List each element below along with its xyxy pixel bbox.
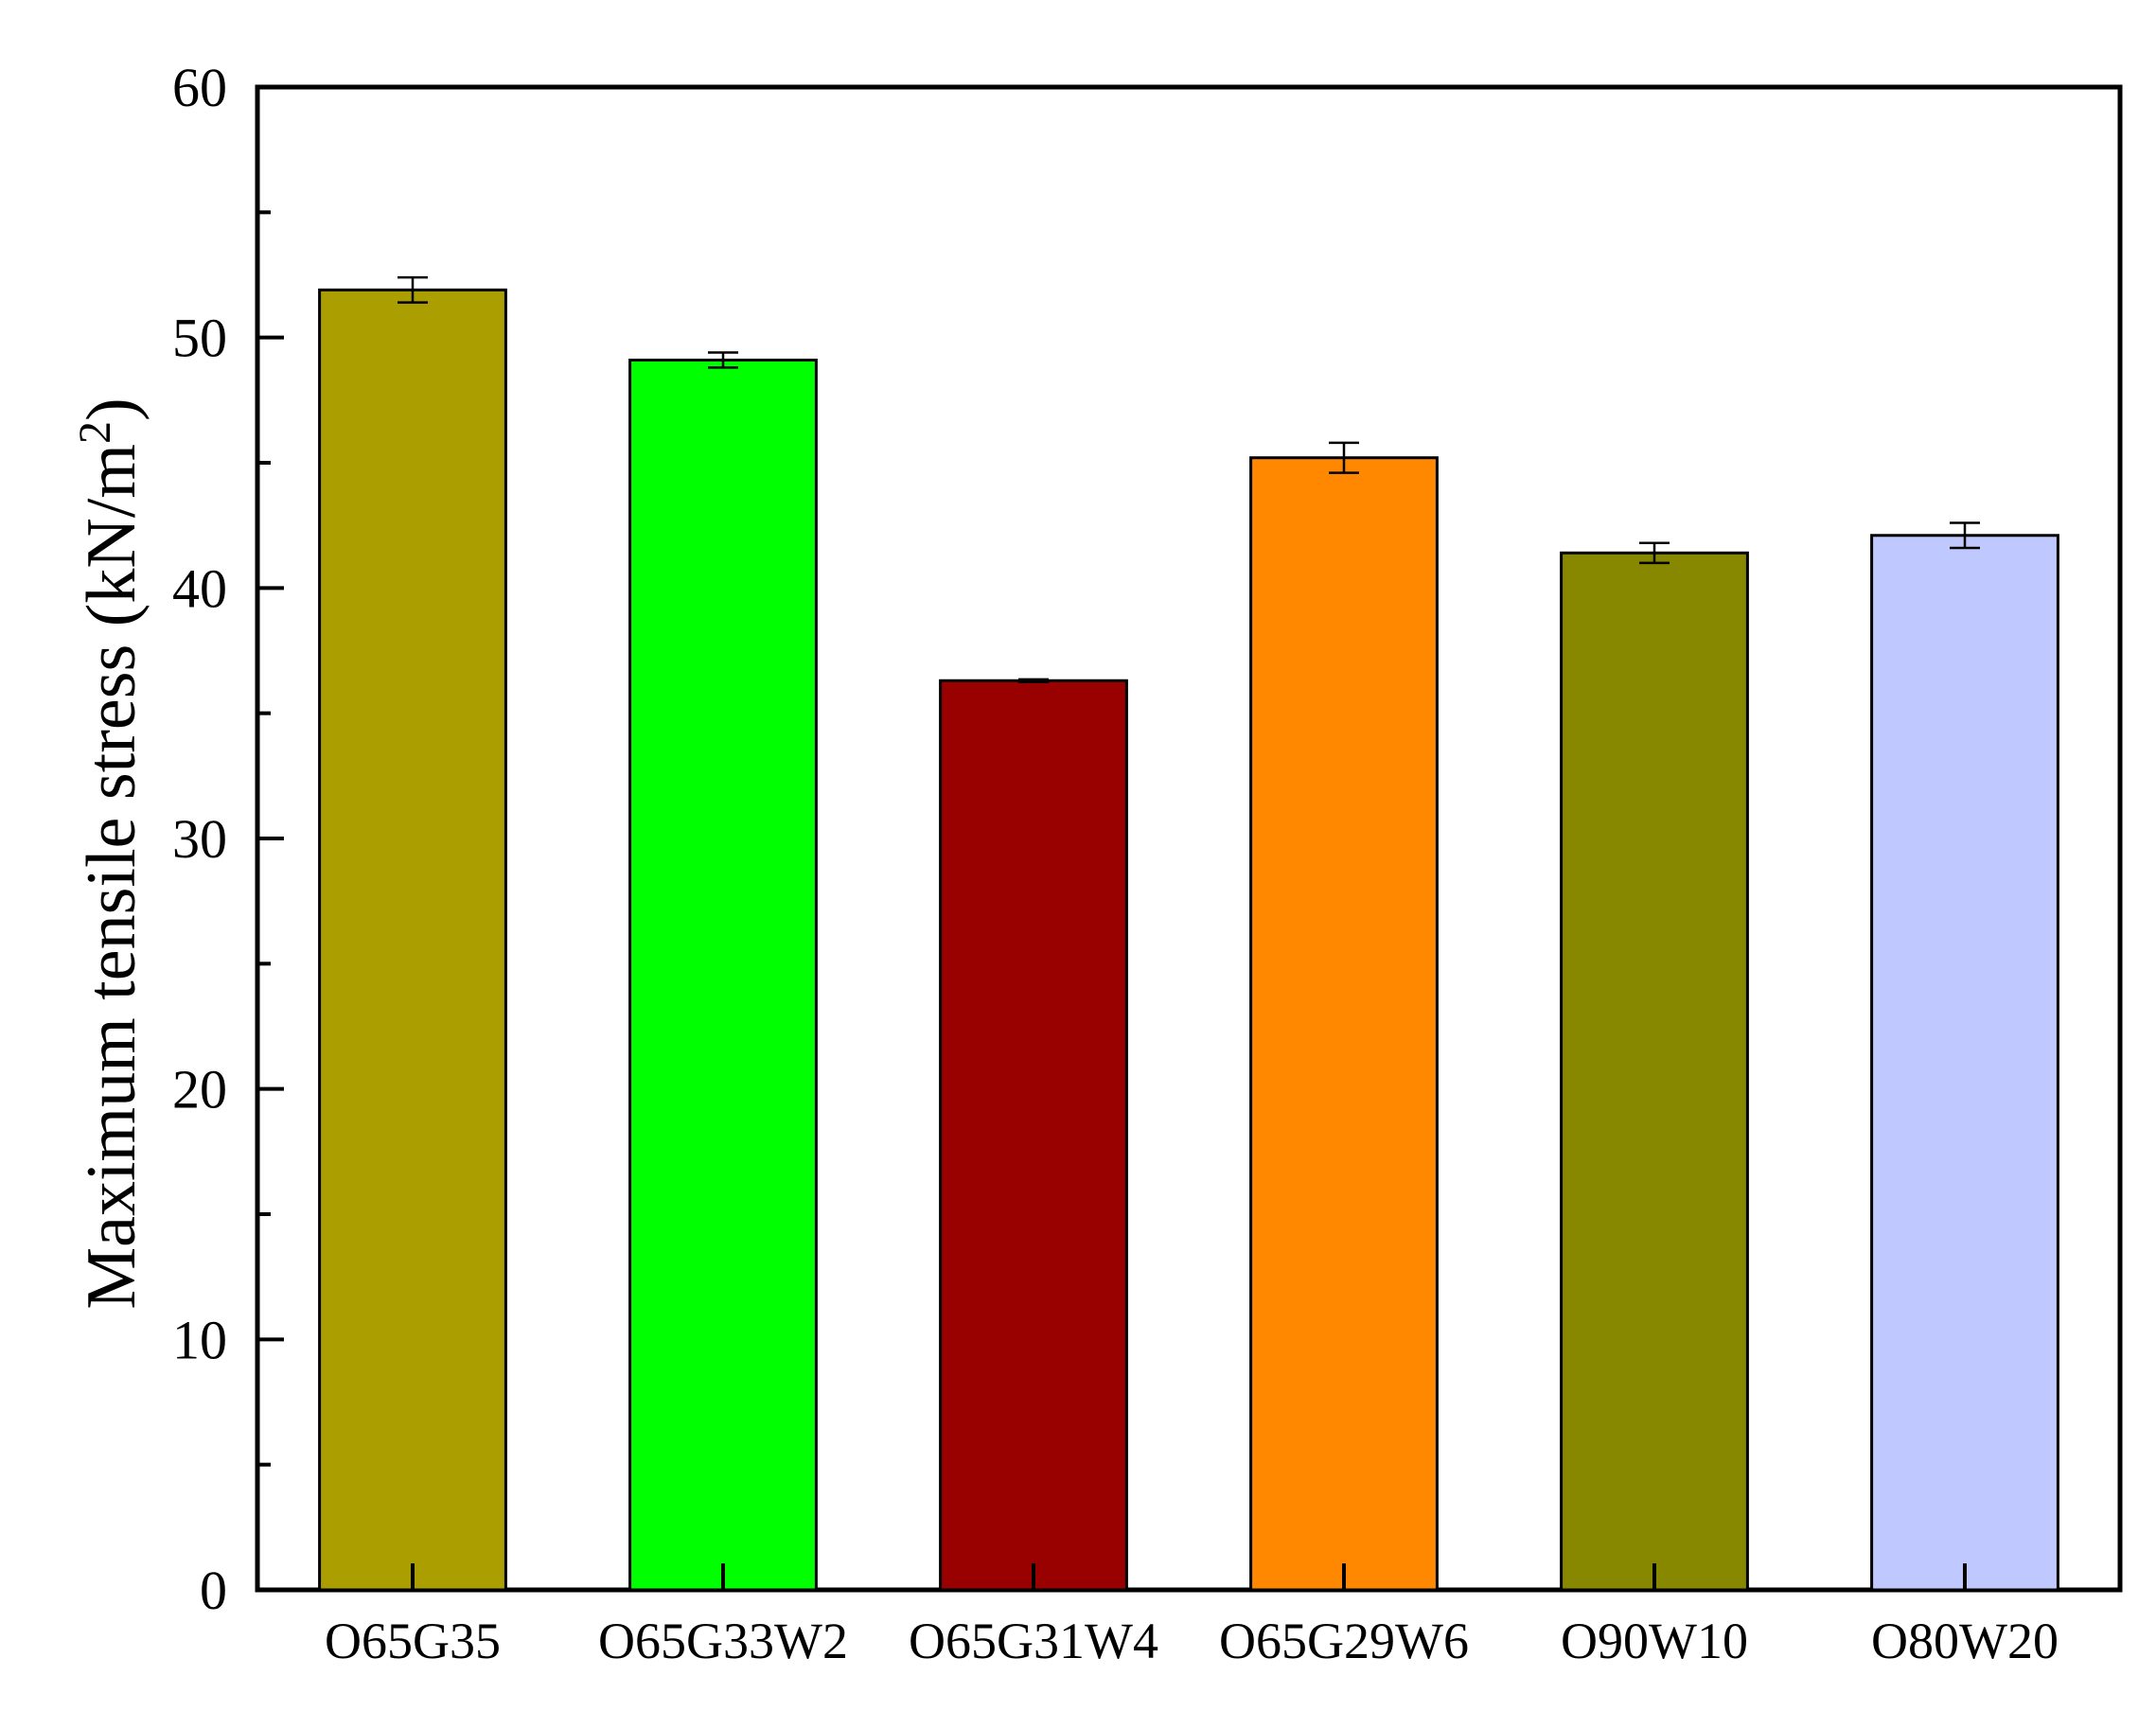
bar-O65G33W2 bbox=[628, 358, 818, 1592]
y-tick-label-40: 40 bbox=[172, 557, 227, 619]
bar-O65G31W4 bbox=[939, 679, 1128, 1592]
bar-O65G35 bbox=[318, 288, 507, 1592]
y-tick-label-10: 10 bbox=[172, 1309, 227, 1370]
error-bar-O65G33W2 bbox=[708, 351, 738, 369]
y-axis-title-superscript: 2 bbox=[70, 421, 120, 444]
bar-O80W20 bbox=[1870, 534, 2059, 1592]
bars bbox=[318, 288, 2059, 1592]
y-axis-title: Maximum tensile stress (kN/m2) bbox=[70, 397, 150, 1309]
y-tick-label-60: 60 bbox=[172, 57, 227, 118]
x-tick-label-O65G35: O65G35 bbox=[325, 1613, 501, 1669]
y-tick-label-50: 50 bbox=[172, 308, 227, 369]
y-axis-title-close: ) bbox=[73, 397, 150, 421]
x-tick-label-O65G29W6: O65G29W6 bbox=[1219, 1613, 1469, 1669]
y-tick-label-20: 20 bbox=[172, 1059, 227, 1120]
x-tick-label-O90W10: O90W10 bbox=[1561, 1613, 1748, 1669]
error-bar-O65G31W4 bbox=[1018, 678, 1049, 683]
bar-O90W10 bbox=[1560, 551, 1749, 1592]
bar-O65G29W6 bbox=[1249, 456, 1439, 1592]
error-bar-O80W20 bbox=[1950, 521, 1980, 550]
plot-area bbox=[255, 84, 2123, 1593]
y-tick-label-30: 30 bbox=[172, 808, 227, 870]
y-axis-title-main: Maximum tensile stress (kN/m bbox=[73, 444, 150, 1310]
y-axis-ticks: 0 10 20 30 40 50 60 bbox=[172, 57, 284, 1621]
x-tick-label-O65G31W4: O65G31W4 bbox=[909, 1613, 1158, 1669]
error-bars bbox=[398, 275, 1980, 683]
x-tick-label-O65G33W2: O65G33W2 bbox=[598, 1613, 848, 1669]
error-bar-O90W10 bbox=[1639, 541, 1670, 565]
error-bar-O65G29W6 bbox=[1329, 441, 1359, 474]
x-tick-label-O80W20: O80W20 bbox=[1871, 1613, 2059, 1669]
plot-frame bbox=[255, 84, 2123, 1593]
error-bar-O65G35 bbox=[398, 275, 428, 304]
y-tick-label-0: 0 bbox=[200, 1560, 227, 1621]
x-axis-ticks: O65G35 O65G33W2 O65G31W4 O65G29W6 O90W10 O80W… bbox=[325, 1563, 2059, 1669]
